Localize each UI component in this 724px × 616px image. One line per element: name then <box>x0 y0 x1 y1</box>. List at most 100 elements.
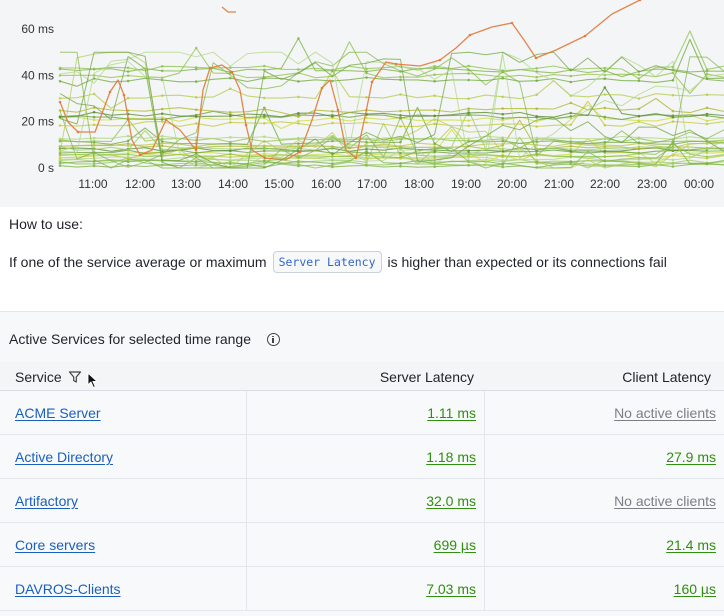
chart-point <box>297 119 300 123</box>
chart-point <box>433 80 436 83</box>
chart-point <box>433 137 436 141</box>
chart-point <box>637 165 641 168</box>
chart-series-line <box>59 41 724 95</box>
chart-point <box>365 145 368 148</box>
chart-series-highlight <box>58 0 642 161</box>
chart-point <box>705 162 709 165</box>
client-latency-value[interactable]: No active clients <box>614 405 716 421</box>
x-axis-tick-label: 18:00 <box>404 177 434 191</box>
chart-point <box>569 144 573 148</box>
table-row: DAVROS-Clients 7.03 ms 160 µs <box>0 567 724 611</box>
chart-point <box>160 142 164 145</box>
chart-point <box>92 110 96 114</box>
chart-point <box>671 115 675 119</box>
chart-point <box>603 117 607 121</box>
latency-chart[interactable]: 60 ms 40 ms 20 ms 0 s 11:00 12:00 13:00 14:00 1… <box>0 0 724 207</box>
chart-point <box>331 158 334 161</box>
chart-point <box>399 162 402 165</box>
chart-point <box>108 90 112 94</box>
service-link[interactable]: ACME Server <box>15 405 101 421</box>
server-latency-value[interactable]: 7.03 ms <box>426 581 476 597</box>
chart-point <box>229 142 232 146</box>
server-latency-chip: Server Latency <box>272 251 382 273</box>
latency-chart-svg[interactable]: 60 ms 40 ms 20 ms 0 s 11:00 12:00 13:00 14:00 1… <box>0 0 724 207</box>
chart-point <box>229 117 232 121</box>
chart-point <box>194 148 198 152</box>
chart-point <box>126 164 130 167</box>
chart-point <box>298 150 302 154</box>
chart-point <box>501 165 505 169</box>
chart-point <box>365 154 368 157</box>
client-latency-value[interactable]: 21.4 ms <box>666 537 716 553</box>
chart-point <box>637 162 641 165</box>
chart-point <box>126 96 130 100</box>
server-latency-value[interactable]: 32.0 ms <box>426 493 476 509</box>
chart-point <box>194 96 198 99</box>
chart-point <box>229 66 232 69</box>
chart-point <box>263 159 266 163</box>
chart-point <box>92 67 96 71</box>
chart-point <box>671 165 675 168</box>
chart-series-line <box>59 109 724 165</box>
chart-point <box>433 150 436 154</box>
service-link[interactable]: Artifactory <box>15 493 79 509</box>
chart-point <box>603 163 607 167</box>
chart-point <box>637 147 641 151</box>
column-header-service[interactable]: Service <box>15 369 82 385</box>
chart-point <box>433 64 436 68</box>
chart-point <box>501 112 505 116</box>
chart-point <box>331 139 334 143</box>
chart-point <box>501 147 505 150</box>
chart-point <box>433 155 436 158</box>
chart-point <box>569 111 573 115</box>
chart-point <box>399 153 402 157</box>
chart-point <box>229 136 232 139</box>
chart-point <box>365 76 368 79</box>
table-row: ACME Server 1.11 ms No active clients <box>0 391 724 435</box>
chart-point <box>501 154 505 158</box>
client-latency-cell: 21.4 ms <box>484 523 724 567</box>
chart-point <box>331 162 334 165</box>
chart-point <box>569 123 573 127</box>
chart-point <box>365 163 368 166</box>
chart-point <box>399 151 402 155</box>
chart-point <box>399 109 402 113</box>
client-latency-value[interactable]: No active clients <box>614 493 716 509</box>
server-latency-value[interactable]: 699 µs <box>433 537 476 553</box>
column-header-server-latency[interactable]: Server Latency <box>379 369 474 385</box>
server-latency-value[interactable]: 1.11 ms <box>427 405 476 421</box>
chart-point <box>229 140 232 144</box>
chart-point <box>569 74 573 78</box>
chart-point <box>399 116 402 120</box>
chart-point <box>164 118 168 122</box>
service-link[interactable]: DAVROS-Clients <box>15 581 121 597</box>
server-latency-value[interactable]: 1.18 ms <box>426 449 476 465</box>
chart-point <box>160 65 164 68</box>
chart-point <box>365 70 368 73</box>
client-latency-value[interactable]: 160 µs <box>673 581 716 597</box>
client-latency-cell: No active clients <box>484 391 724 435</box>
chart-point <box>160 163 164 167</box>
chart-point <box>58 153 62 157</box>
chart-point <box>467 113 470 117</box>
x-axis-tick-label: 20:00 <box>497 177 527 191</box>
chart-point <box>229 155 232 159</box>
column-header-client-latency[interactable]: Client Latency <box>622 369 711 385</box>
chart-point <box>126 157 130 160</box>
chart-point <box>160 144 164 148</box>
chart-point <box>58 100 62 104</box>
x-axis-tick-label: 17:00 <box>357 177 387 191</box>
chart-point <box>194 67 198 71</box>
chart-point <box>336 108 340 112</box>
chart-point <box>399 78 402 82</box>
client-latency-value[interactable]: 27.9 ms <box>666 449 716 465</box>
chart-point <box>637 145 641 149</box>
info-icon[interactable] <box>267 332 280 346</box>
server-latency-cell: 7.03 ms <box>246 567 484 611</box>
service-link[interactable]: Core servers <box>15 537 96 553</box>
service-link[interactable]: Active Directory <box>15 449 114 465</box>
chart-point <box>229 144 232 148</box>
filter-icon[interactable] <box>68 370 82 384</box>
mouse-cursor-icon <box>87 372 98 388</box>
chart-point <box>399 93 402 96</box>
